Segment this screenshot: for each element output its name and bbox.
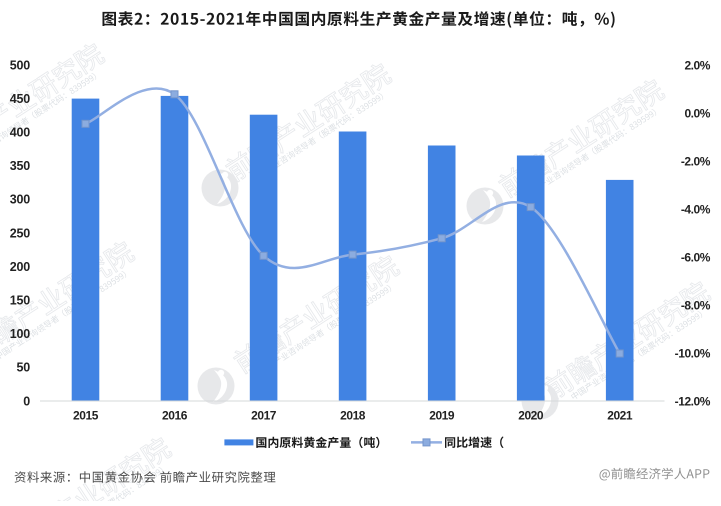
- svg-text:2.0%: 2.0%: [684, 58, 710, 72]
- svg-text:450: 450: [10, 92, 31, 106]
- svg-text:-4.0%: -4.0%: [681, 202, 711, 216]
- svg-text:250: 250: [10, 226, 31, 240]
- svg-text:2019: 2019: [429, 409, 455, 423]
- svg-text:2017: 2017: [251, 409, 277, 423]
- svg-text:2016: 2016: [162, 409, 188, 423]
- svg-text:2018: 2018: [340, 409, 366, 423]
- svg-text:500: 500: [10, 58, 31, 72]
- svg-text:0.0%: 0.0%: [684, 106, 710, 120]
- svg-text:0: 0: [23, 394, 30, 408]
- svg-text:-6.0%: -6.0%: [681, 250, 711, 264]
- svg-text:-12.0%: -12.0%: [675, 394, 711, 408]
- svg-text:2020: 2020: [518, 409, 544, 423]
- svg-text:-10.0%: -10.0%: [675, 346, 711, 360]
- svg-text:200: 200: [10, 260, 31, 274]
- svg-text:400: 400: [10, 126, 31, 140]
- svg-text:100: 100: [10, 327, 31, 341]
- svg-text:300: 300: [10, 193, 31, 207]
- svg-text:-2.0%: -2.0%: [681, 154, 711, 168]
- svg-text:50: 50: [16, 361, 30, 375]
- svg-text:-8.0%: -8.0%: [681, 298, 711, 312]
- svg-text:2021: 2021: [607, 409, 633, 423]
- svg-text:350: 350: [10, 159, 31, 173]
- svg-text:150: 150: [10, 294, 31, 308]
- svg-text:2015: 2015: [73, 409, 99, 423]
